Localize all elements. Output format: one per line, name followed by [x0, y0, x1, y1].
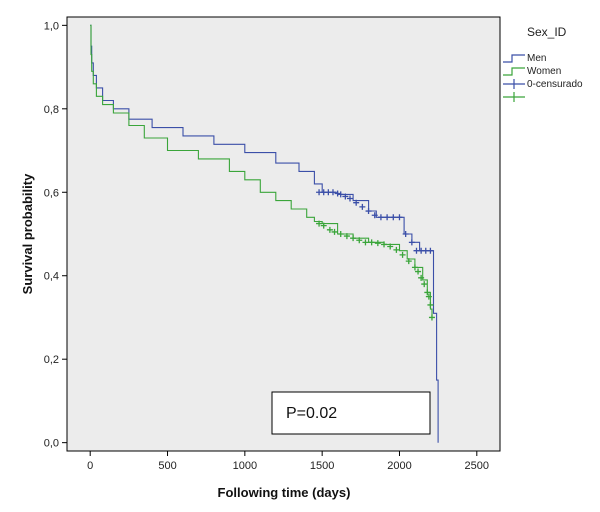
y-tick-label: 0,4	[44, 271, 59, 283]
censor-mark	[368, 239, 375, 246]
x-tick-label: 2500	[465, 460, 489, 472]
x-tick-label: 500	[158, 460, 176, 472]
legend-swatch	[503, 54, 525, 63]
p-value-label: P=0.02	[286, 405, 337, 422]
censor-mark	[428, 314, 435, 321]
series-layer	[90, 24, 439, 443]
legend-label: Women	[527, 66, 561, 77]
censor-mark	[402, 231, 409, 237]
censor-mark	[390, 214, 397, 221]
legend-swatch	[503, 92, 525, 102]
x-axis-ticks: 0 500 1000 1500 2000 2500	[87, 451, 489, 472]
censor-mark	[425, 293, 432, 300]
censor-mark	[418, 274, 425, 281]
series-line-women	[90, 24, 433, 318]
y-tick-label: 0,0	[44, 438, 59, 450]
plot-area	[66, 16, 501, 452]
censor-mark	[320, 222, 327, 229]
censor-mark	[356, 237, 363, 244]
censor-mark	[415, 268, 422, 275]
censor-mark	[387, 243, 394, 250]
legend-swatch	[503, 67, 525, 76]
censor-mark	[362, 239, 369, 246]
censor-mark	[399, 251, 406, 258]
legend: Sex_ID Men Women 0-censurado	[503, 25, 583, 102]
series-line-men	[90, 24, 439, 443]
censor-mark	[342, 193, 349, 200]
censor-mark	[334, 190, 341, 197]
y-axis-ticks: 0,0 0,2 0,4 0,6 0,8 1,0	[44, 20, 67, 450]
y-tick-label: 0,2	[44, 354, 59, 366]
censor-mark	[350, 235, 357, 242]
legend-label: 0-censurado	[527, 79, 583, 90]
censor-mark	[331, 228, 338, 235]
censor-mark	[365, 208, 372, 215]
censor-mark	[343, 233, 350, 240]
censor-mark	[396, 214, 403, 221]
x-tick-label: 1500	[310, 460, 334, 472]
censor-mark	[427, 301, 434, 308]
censor-mark	[346, 195, 353, 202]
censor-mark	[411, 264, 418, 271]
censor-mark	[384, 214, 391, 221]
censor-mark	[424, 289, 431, 296]
censor-mark	[353, 199, 360, 206]
censor-mark	[326, 226, 333, 233]
censor-mark	[421, 281, 428, 288]
legend-items: Men Women 0-censurado	[503, 53, 583, 102]
x-tick-label: 1000	[233, 460, 257, 472]
x-tick-label: 2000	[387, 460, 411, 472]
censor-mark	[337, 231, 344, 237]
censor-mark	[329, 189, 336, 196]
x-axis-title: Following time (days)	[218, 485, 351, 500]
censor-mark	[427, 247, 434, 254]
y-tick-label: 0,6	[44, 187, 59, 199]
x-tick-label: 0	[87, 460, 93, 472]
y-tick-label: 1,0	[44, 20, 59, 32]
y-tick-label: 0,8	[44, 104, 59, 116]
censor-mark	[337, 191, 344, 198]
p-value-box	[271, 391, 431, 435]
censor-mark	[316, 220, 323, 227]
censor-mark	[405, 258, 412, 265]
censor-mark	[408, 239, 415, 246]
y-axis-title: Survival probability	[20, 173, 35, 294]
legend-label: Men	[527, 53, 546, 64]
censor-mark	[381, 241, 388, 248]
censor-mark	[377, 214, 384, 221]
censor-mark	[393, 246, 400, 253]
censor-mark	[371, 212, 378, 219]
censor-mark	[374, 240, 381, 247]
censor-mark	[359, 203, 366, 210]
legend-swatch	[503, 79, 525, 89]
legend-title: Sex_ID	[527, 25, 567, 39]
